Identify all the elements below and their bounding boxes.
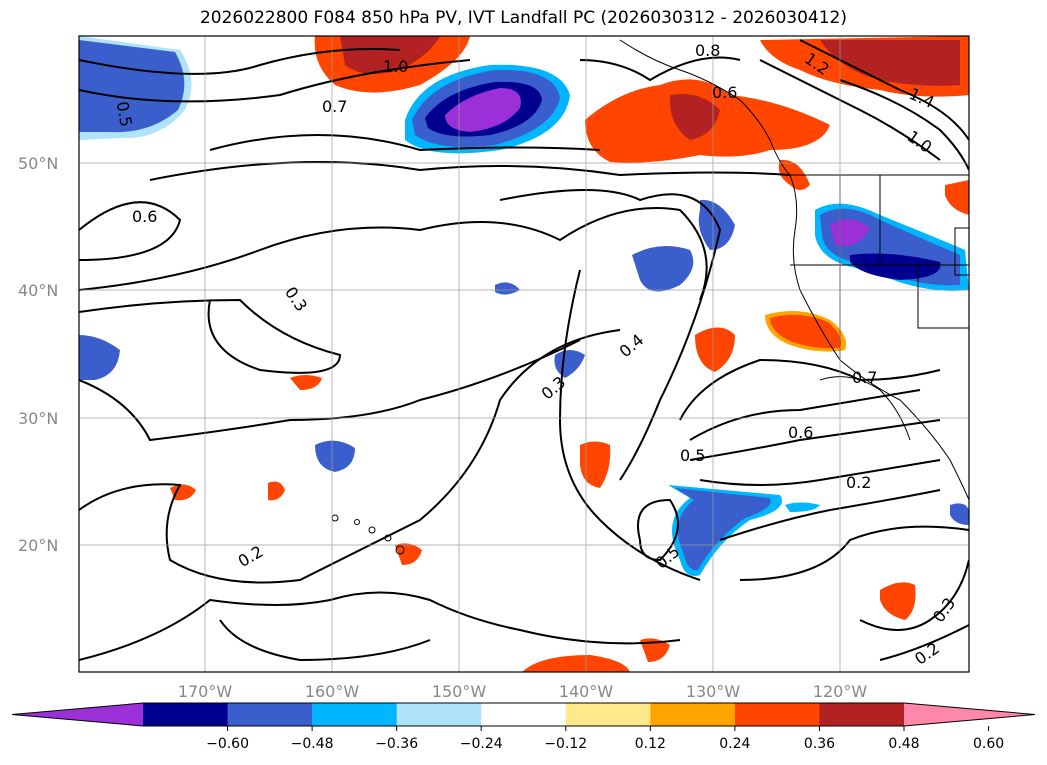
lon-label: 170°W <box>178 682 233 701</box>
positive-anomaly-areas <box>170 36 969 672</box>
colorbar-extend-high <box>904 703 1035 726</box>
lon-label: 150°W <box>432 682 487 701</box>
colorbar-tick-label: −0.12 <box>544 736 587 752</box>
colorbar-tick-label: 0.24 <box>719 736 750 752</box>
negative-anomaly-areas <box>79 36 969 576</box>
pv-contours <box>79 39 969 662</box>
contour-label: 0.6 <box>788 423 813 442</box>
colorbar-segment <box>227 703 313 726</box>
lon-label: 160°W <box>305 682 360 701</box>
contour-label: 0.6 <box>132 207 157 226</box>
colorbar-tick-label: 0.48 <box>888 736 919 752</box>
contour-label: 0.5 <box>113 100 136 128</box>
map-title: 2026022800 F084 850 hPa PV, IVT Landfall… <box>199 8 847 28</box>
colorbar: −0.60 −0.48 −0.36 −0.24 −0.12 0.12 0.24 0.36 0.4… <box>11 702 1036 752</box>
contour-label: 0.2 <box>846 473 871 492</box>
colorbar-tick-label: 0.36 <box>804 736 835 752</box>
lon-label: 130°W <box>686 682 741 701</box>
lat-label: 20°N <box>18 536 58 555</box>
colorbar-tick-label: 0.60 <box>973 736 1004 752</box>
colorbar-outline <box>11 702 1036 727</box>
gridlines <box>79 36 969 672</box>
colorbar-tick-label: −0.24 <box>460 736 503 752</box>
contour-label: 1.0 <box>383 57 408 76</box>
lon-label: 140°W <box>559 682 614 701</box>
lat-label: 40°N <box>18 281 58 300</box>
colorbar-tick-label: 0.12 <box>635 736 666 752</box>
colorbar-segment <box>481 703 567 726</box>
colorbar-segment <box>734 703 820 726</box>
colorbar-segment <box>143 703 229 726</box>
colorbar-segment <box>396 703 482 726</box>
colorbar-tick-label: −0.36 <box>375 736 418 752</box>
contour-label: 0.7 <box>852 368 877 387</box>
lat-label: 30°N <box>18 409 58 428</box>
colorbar-extend-low <box>12 703 143 726</box>
colorbar-segment <box>650 703 736 726</box>
colorbar-segment <box>565 703 651 726</box>
colorbar-segment <box>819 703 905 726</box>
lon-label: 120°W <box>813 682 868 701</box>
colorbar-tick-label: −0.60 <box>206 736 249 752</box>
longitude-labels: 170°W 160°W 150°W 140°W 130°W 120°W <box>178 682 868 701</box>
contour-label: 0.8 <box>695 41 720 60</box>
contour-label: 0.5 <box>680 446 705 465</box>
plot-frame <box>78 35 970 673</box>
contour-label: 0.7 <box>322 97 347 116</box>
latitude-labels: 50°N 40°N 30°N 20°N <box>18 154 58 555</box>
contour-label: 0.6 <box>712 83 737 102</box>
colorbar-tick-label: −0.48 <box>291 736 334 752</box>
colorbar-segment <box>312 703 398 726</box>
lat-label: 50°N <box>18 154 58 173</box>
